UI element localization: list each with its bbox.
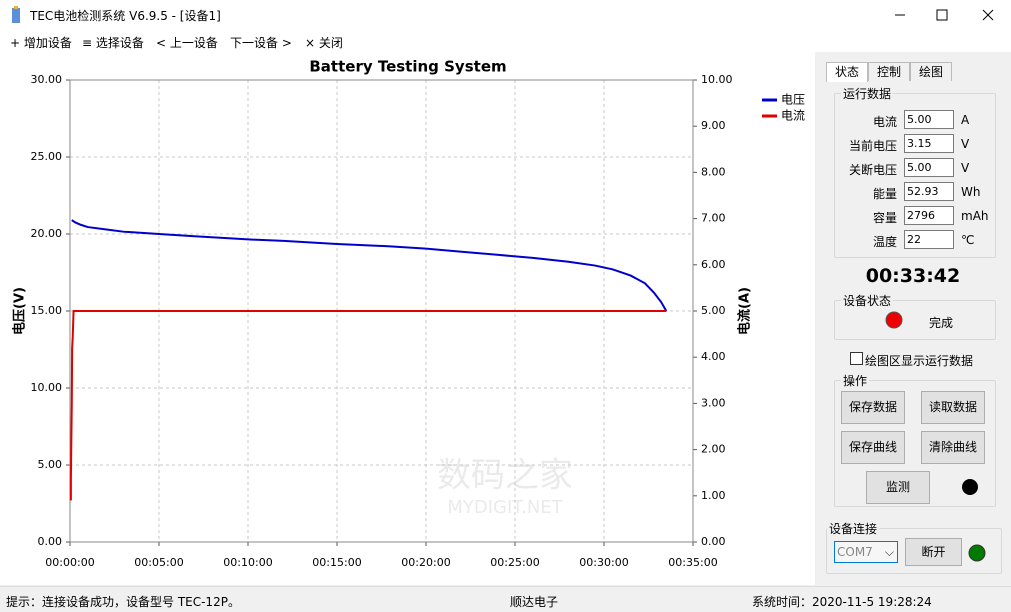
x-tick-label: 00:10:00 <box>223 556 272 569</box>
window-controls[interactable] <box>880 0 1011 30</box>
watermark: 数码之家 <box>437 456 573 496</box>
y-tick-label: 20.00 <box>31 227 63 240</box>
chart: Battery Testing System 电压(V) 电流(A) 数码之家 … <box>12 58 806 570</box>
field-unit: A <box>961 113 970 127</box>
field-label: 当前电压 <box>848 139 897 153</box>
x-tick-label: 00:15:00 <box>312 556 361 569</box>
y-tick-label: 0.00 <box>38 535 63 548</box>
group-title: 操作 <box>841 372 870 389</box>
field-unit: Wh <box>961 185 981 199</box>
watermark: MYDIGIT.NET <box>447 497 563 518</box>
y-tick-label: 10.00 <box>31 381 63 394</box>
x-tick-label: 00:25:00 <box>490 556 539 569</box>
menu-item[interactable]: + 增加设备 <box>10 36 72 50</box>
y2-tick-label: 8.00 <box>701 165 726 178</box>
button[interactable]: 保存数据 <box>841 391 905 424</box>
button[interactable]: 监测 <box>866 471 930 504</box>
group-title: 设备连接 <box>827 520 880 537</box>
field-label: 电流 <box>872 115 897 129</box>
y2-tick-label: 6.00 <box>701 258 726 271</box>
port-select[interactable]: COM7 ⌵ <box>834 541 898 563</box>
legend-label: 电压 <box>781 93 805 107</box>
menu-item[interactable]: < 上一设备 <box>156 36 218 50</box>
menu-item[interactable]: 下一设备 > <box>230 36 292 50</box>
y2-tick-label: 3.00 <box>701 396 726 409</box>
value-field[interactable]: 5.00 <box>904 158 954 177</box>
y-tick-label: 30.00 <box>31 73 63 86</box>
series-line <box>69 310 667 501</box>
y2-tick-label: 10.00 <box>701 73 733 86</box>
button[interactable]: 读取数据 <box>921 391 985 424</box>
checkbox-label[interactable]: 绘图区显示运行数据 <box>865 354 974 368</box>
status-light <box>885 311 903 329</box>
device-status-group: 设备状态 完成 <box>834 292 996 340</box>
menu-item[interactable]: × 关闭 <box>305 36 343 50</box>
run-data-group: 运行数据 <box>834 85 996 258</box>
dropdown-arrow: ⌵ <box>884 545 894 559</box>
status-company: 顺达电子 <box>510 595 559 609</box>
field-unit: ℃ <box>961 233 975 247</box>
monitor-light <box>962 479 978 495</box>
y2-tick-label: 1.00 <box>701 489 726 502</box>
connection-light <box>968 544 986 562</box>
tab[interactable]: 绘图 <box>910 62 952 81</box>
y-tick-label: 15.00 <box>31 304 63 317</box>
status-message: 提示：连接设备成功，设备型号 TEC-12P。 <box>6 595 240 609</box>
value-field[interactable]: 3.15 <box>904 134 954 153</box>
group-title: 设备状态 <box>841 292 894 309</box>
button[interactable]: 保存曲线 <box>841 431 905 464</box>
y2-tick-label: 4.00 <box>701 350 726 363</box>
y2-tick-label: 0.00 <box>701 535 726 548</box>
value-field[interactable]: 52.93 <box>904 182 954 201</box>
x-tick-label: 00:05:00 <box>134 556 183 569</box>
plot-frame <box>69 79 694 543</box>
elapsed-time: 00:33:42 <box>865 265 961 287</box>
field-label: 容量 <box>872 211 897 225</box>
value-field[interactable]: 22 <box>904 230 954 249</box>
group-title: 运行数据 <box>841 85 894 102</box>
legend-label: 电流 <box>781 109 805 123</box>
series-line <box>71 219 668 312</box>
port-value: COM7 <box>837 545 873 559</box>
y2-axis-label: 电流(A) <box>737 287 753 335</box>
title-bar: TEC电池检测系统 V6.9.5 - [设备1] <box>0 0 1011 30</box>
y-tick-label: 5.00 <box>38 458 63 471</box>
y2-tick-label: 7.00 <box>701 212 726 225</box>
field-label: 温度 <box>872 235 897 249</box>
button[interactable]: 断开 <box>905 538 962 566</box>
status-time: 系统时间：2020-11-5 19:28:24 <box>752 595 932 609</box>
window-title: TEC电池检测系统 V6.9.5 - [设备1] <box>30 9 221 23</box>
tab[interactable]: 控制 <box>868 62 910 81</box>
status-bar: 提示：连接设备成功，设备型号 TEC-12P。 顺达电子 系统时间：2020-1… <box>0 586 1011 612</box>
button[interactable]: 清除曲线 <box>921 431 985 464</box>
value-field[interactable]: 5.00 <box>904 110 954 129</box>
status-text: 完成 <box>929 316 954 330</box>
field-label: 能量 <box>872 187 897 201</box>
y2-tick-label: 9.00 <box>701 119 726 132</box>
checkbox[interactable] <box>850 352 863 365</box>
x-tick-label: 00:30:00 <box>579 556 628 569</box>
y2-tick-label: 5.00 <box>701 304 726 317</box>
app-icon <box>12 6 20 23</box>
side-panel: 状态 控制 绘图 运行数据 电流 5.00 A 当前电压 3.15 V 关断电压 5.00 V 能… <box>818 52 1011 585</box>
field-label: 关断电压 <box>848 163 897 177</box>
x-tick-label: 00:00:00 <box>45 556 94 569</box>
field-unit: mAh <box>961 209 989 223</box>
value-field[interactable]: 2796 <box>904 206 954 225</box>
x-tick-label: 00:35:00 <box>668 556 717 569</box>
tab[interactable]: 状态 <box>826 62 868 82</box>
operations-group: 操作 保存数据 读取数据 保存曲线 清除曲线 监测 <box>834 372 996 507</box>
connection-group: 设备连接 COM7 ⌵ 断开 <box>826 520 1002 574</box>
field-unit: V <box>961 161 970 175</box>
chart-area: Battery Testing System 电压(V) 电流(A) 数码之家 … <box>0 52 815 585</box>
y2-tick-label: 2.00 <box>701 443 726 456</box>
menu-bar: + 增加设备 ≡ 选择设备 < 上一设备 下一设备 > × 关闭 <box>0 30 1011 52</box>
chart-title: Battery Testing System <box>309 58 506 76</box>
x-tick-label: 00:20:00 <box>401 556 450 569</box>
y-axis-label: 电压(V) <box>12 287 28 335</box>
field-unit: V <box>961 137 970 151</box>
menu-item[interactable]: ≡ 选择设备 <box>82 36 144 50</box>
y-tick-label: 25.00 <box>31 150 63 163</box>
